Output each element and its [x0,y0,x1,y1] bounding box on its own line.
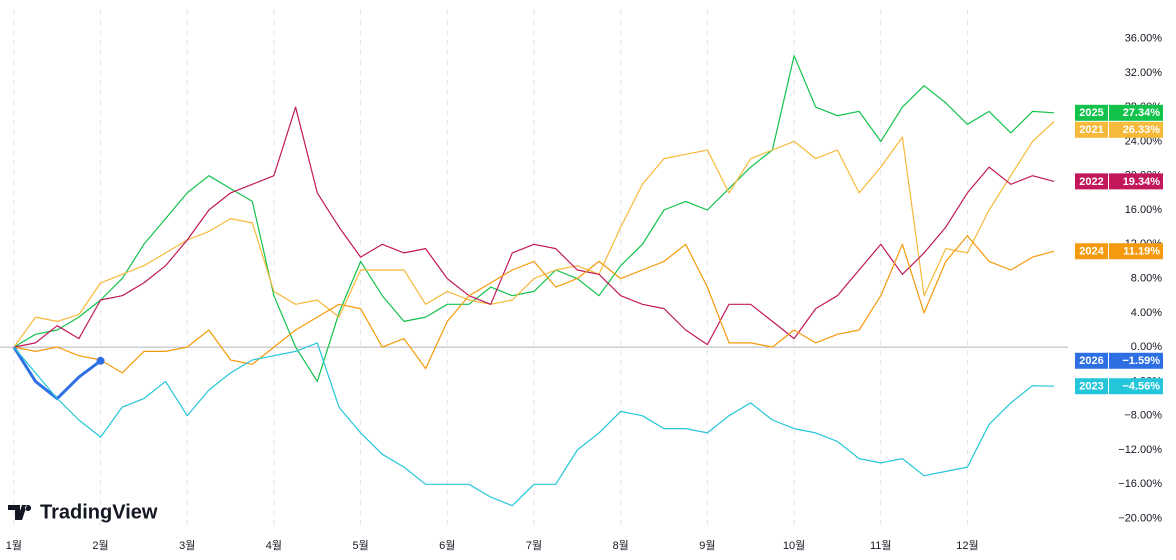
x-tick-label: 11월 [870,539,892,552]
badge-value-box [1109,378,1163,395]
legend-label: 2026 [1079,355,1103,367]
x-tick-label: 4월 [266,539,282,552]
value-label: 27.34% [1123,107,1161,119]
value-label: −4.56% [1122,381,1160,393]
x-tick-label: 7월 [526,539,542,552]
series-line [13,55,1055,382]
x-tick-label: 2월 [92,539,108,552]
logo-text: TradingView [40,501,158,523]
badge-year-box [1075,104,1108,121]
y-tick-label: −12.00% [1118,444,1162,456]
value-label: 11.19% [1123,246,1160,258]
series-badge: 2022 19.34% [1075,173,1163,190]
x-tick-label: 6월 [439,539,455,552]
badge-year-box [1075,352,1108,369]
badge-value-box [1109,104,1163,121]
legend-label: 2022 [1079,176,1103,188]
badge-year-box [1075,378,1108,395]
series-badge: 2024 11.19% [1075,243,1163,260]
y-tick-label: −8.00% [1124,410,1162,422]
value-label: −1.59% [1122,355,1160,367]
logo-icon [8,505,32,520]
x-tick-label: 12월 [956,539,978,552]
series-badge: 2026 −1.59% [1075,352,1163,369]
y-tick-label: 4.00% [1131,307,1162,319]
value-label: 26.33% [1123,124,1161,136]
badge-value-box [1109,173,1163,190]
y-tick-label: 32.00% [1125,67,1163,79]
y-tick-label: −16.00% [1118,478,1162,490]
series-line [12,346,102,401]
series-line [13,235,1055,374]
series-badge: 2025 27.34% [1075,104,1163,121]
series-line [13,106,1055,348]
logo: TradingView [8,501,158,523]
badge-year-box [1075,243,1108,260]
x-tick-label: 5월 [352,539,368,552]
legend-label: 2023 [1079,381,1103,393]
x-tick-label: 3월 [179,539,195,552]
x-tick-label: 9월 [699,539,715,552]
y-tick-label: 24.00% [1125,135,1163,147]
series-badge: 2021 26.33% [1075,121,1163,138]
legend-label: 2024 [1079,246,1104,258]
legend-label: 2021 [1079,124,1103,136]
end-dot [96,356,105,365]
series-line [13,342,1055,507]
series-badge: 2023 −4.56% [1075,378,1163,395]
x-tick-label: 8월 [613,539,629,552]
y-tick-label: 8.00% [1131,272,1162,284]
x-tick-label: 10월 [783,539,805,552]
y-tick-label: 36.00% [1125,32,1163,44]
y-tick-label: 0.00% [1131,341,1162,353]
value-label: 19.34% [1123,176,1161,188]
x-tick-label: 1월 [6,539,22,552]
y-tick-label: 16.00% [1125,204,1163,216]
badge-year-box [1075,173,1108,190]
badge-value-box [1109,121,1163,138]
legend-label: 2025 [1079,107,1103,119]
y-tick-label: −20.00% [1118,512,1162,524]
badge-value-box [1109,243,1163,260]
badge-year-box [1075,121,1108,138]
badge-value-box [1109,352,1163,369]
